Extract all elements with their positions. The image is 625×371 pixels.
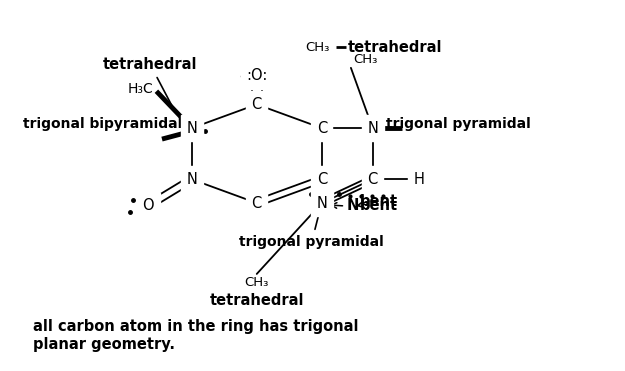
Text: C: C (252, 97, 262, 112)
Text: N: N (316, 196, 328, 210)
Text: CH₃: CH₃ (352, 53, 377, 66)
Text: trigonal pyramidal: trigonal pyramidal (239, 210, 384, 249)
Text: H₃C: H₃C (127, 82, 153, 96)
Text: tetrahedral: tetrahedral (209, 293, 304, 308)
Text: :O:: :O: (246, 68, 268, 83)
Text: tetrahedral: tetrahedral (103, 57, 198, 106)
Text: O: O (142, 198, 154, 213)
Text: tetrahedral: tetrahedral (348, 40, 442, 55)
Text: N: N (186, 172, 197, 187)
Text: C: C (368, 172, 378, 187)
Text: trigonal bipyramidal: trigonal bipyramidal (22, 117, 190, 131)
Text: CH₃: CH₃ (305, 41, 329, 54)
Text: trigonal pyramidal: trigonal pyramidal (380, 117, 531, 131)
Text: bent: bent (357, 194, 398, 209)
Text: N: N (347, 198, 359, 213)
Text: H: H (414, 172, 424, 187)
Text: all carbon atom in the ring has trigonal
planar geometry.: all carbon atom in the ring has trigonal… (32, 319, 358, 352)
Text: bent: bent (360, 198, 398, 213)
Text: C: C (317, 172, 327, 187)
Text: CH₃: CH₃ (244, 276, 269, 289)
Text: N: N (186, 121, 197, 136)
Text: C: C (252, 196, 262, 210)
Text: C: C (317, 121, 327, 136)
Text: N: N (367, 121, 378, 136)
